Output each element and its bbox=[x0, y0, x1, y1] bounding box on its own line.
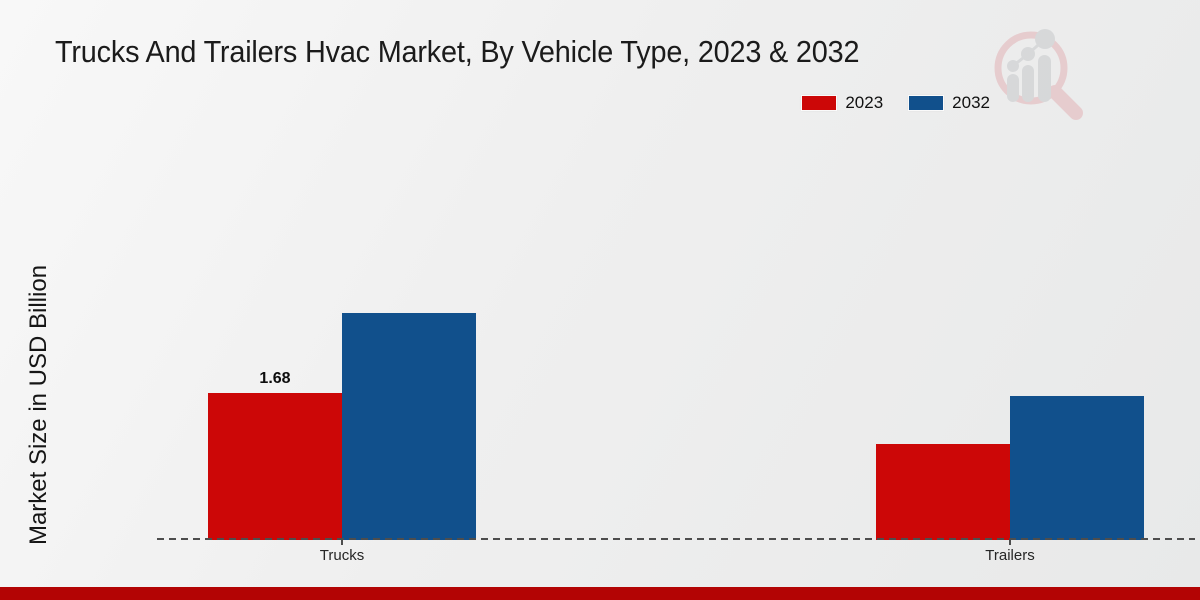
legend-label-2023: 2023 bbox=[845, 93, 884, 112]
footer-accent-bar bbox=[0, 587, 1200, 600]
legend-swatch-2032-icon bbox=[909, 96, 944, 110]
bar-2032-trailers bbox=[1010, 395, 1144, 540]
bar-2023-trailers bbox=[876, 443, 1010, 540]
x-axis-tick-trucks bbox=[341, 540, 343, 545]
x-axis-label-trucks: Trucks bbox=[319, 547, 365, 564]
legend: 2023 2032 bbox=[802, 93, 990, 113]
legend-item-2032: 2032 bbox=[909, 93, 990, 113]
x-axis-line bbox=[157, 538, 1195, 540]
legend-swatch-2023-icon bbox=[802, 96, 837, 110]
bar-2023-trucks: 1.68 bbox=[208, 370, 342, 540]
legend-item-2023: 2023 bbox=[802, 93, 883, 113]
chart-title: Trucks And Trailers Hvac Market, By Vehi… bbox=[55, 34, 860, 69]
magnifier-bar-chart-logo-icon bbox=[994, 29, 1083, 120]
bar-group-trucks: 1.68 bbox=[208, 313, 476, 540]
bar-value-label: 1.68 bbox=[259, 370, 291, 387]
legend-label-2032: 2032 bbox=[952, 93, 990, 112]
brand-watermark-magnifier-chart-icon bbox=[993, 24, 1089, 122]
x-axis-label-trailers: Trailers bbox=[985, 547, 1035, 564]
x-axis-tick-trailers bbox=[1009, 540, 1011, 545]
bar-group-trailers bbox=[876, 395, 1144, 540]
bar-2032-trucks bbox=[342, 313, 476, 540]
